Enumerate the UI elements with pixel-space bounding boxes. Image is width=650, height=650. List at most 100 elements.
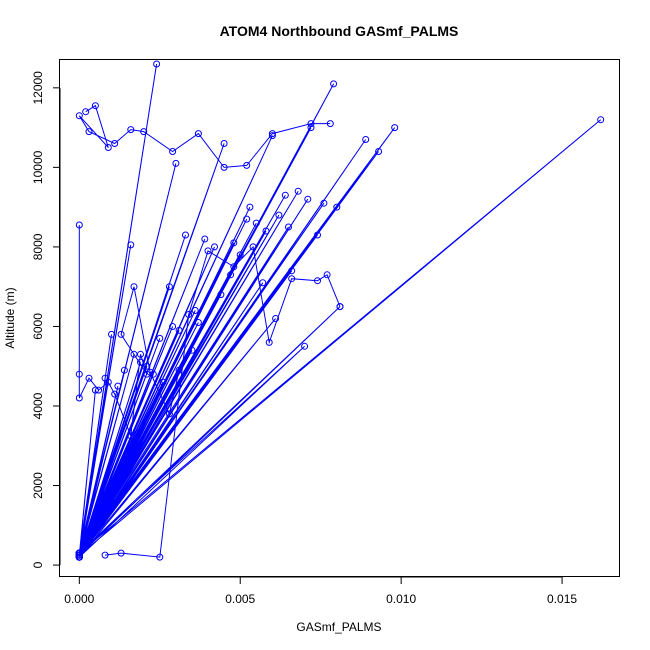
data-point: [326, 120, 334, 128]
data-point: [268, 130, 276, 138]
y-axis-label: Altitude (m): [3, 287, 17, 348]
data-point: [188, 346, 196, 354]
data-point: [101, 551, 109, 559]
data-point: [191, 307, 199, 314]
data-point: [169, 323, 177, 330]
data-point: [243, 161, 251, 169]
y-tick-label: 10000: [31, 150, 45, 184]
data-point: [301, 342, 309, 350]
data-point: [375, 148, 383, 155]
y-tick-label: 6000: [31, 313, 45, 340]
data-point: [75, 370, 83, 378]
data-point: [304, 195, 312, 203]
data-point: [314, 277, 321, 285]
data-point: [130, 283, 138, 291]
y-tick-label: 4000: [31, 392, 45, 419]
data-point: [288, 275, 296, 283]
data-point: [220, 163, 228, 171]
data-point: [133, 430, 141, 438]
data-point: [159, 378, 167, 386]
data-point: [288, 267, 296, 275]
data-point: [275, 211, 283, 219]
x-tick-label: 0.005: [225, 592, 255, 606]
data-point: [165, 283, 173, 291]
series-layer: [75, 60, 605, 561]
data-point: [75, 553, 83, 561]
y-tick-label: 8000: [31, 233, 45, 260]
data-point: [333, 203, 341, 211]
data-point: [307, 124, 315, 132]
data-point: [391, 124, 399, 132]
data-point: [137, 350, 144, 358]
data-point: [194, 130, 202, 138]
data-point: [165, 410, 173, 418]
data-point: [211, 243, 218, 251]
data-point: [230, 263, 238, 271]
data-point: [117, 330, 125, 338]
data-point: [597, 116, 605, 124]
data-point: [175, 326, 183, 334]
x-tick-label: 0.000: [64, 592, 94, 606]
data-point: [307, 120, 315, 128]
data-point: [172, 159, 180, 167]
data-point: [75, 112, 83, 120]
data-point: [114, 382, 122, 390]
y-axis: 0 2000 4000 6000 8000 10000 12000: [31, 71, 61, 568]
data-point: [201, 235, 209, 243]
data-point: [320, 199, 328, 207]
data-point: [227, 271, 235, 279]
data-point: [156, 553, 164, 561]
x-tick-label: 0.010: [386, 592, 416, 606]
data-point: [75, 549, 83, 557]
data-point: [314, 231, 321, 239]
data-point: [194, 319, 202, 326]
data-point: [182, 231, 189, 239]
data-point: [75, 394, 83, 402]
data-point: [272, 315, 280, 322]
data-point: [117, 549, 125, 557]
data-point: [362, 136, 370, 143]
data-point: [127, 241, 135, 249]
data-point: [220, 140, 228, 147]
x-axis: 0.000 0.005 0.010 0.015: [64, 576, 577, 606]
data-point: [217, 291, 225, 299]
data-point: [323, 271, 331, 279]
data-point: [140, 128, 148, 136]
data-point: [262, 227, 270, 235]
data-point: [108, 330, 115, 338]
series-line-4: [105, 245, 341, 558]
data-point: [156, 334, 164, 342]
y-tick-label: 2000: [31, 472, 45, 499]
data-point: [330, 80, 338, 88]
data-point: [259, 279, 267, 287]
data-point: [104, 144, 112, 151]
data-point: [111, 390, 119, 398]
series-line-2: [78, 104, 331, 168]
data-point: [82, 108, 90, 116]
data-point: [243, 215, 251, 223]
data-point: [104, 378, 112, 386]
series-line-1: [78, 63, 602, 558]
x-tick-label: 0.015: [547, 592, 577, 606]
data-point: [236, 251, 244, 259]
data-point: [268, 132, 276, 140]
data-point: [169, 148, 177, 155]
data-point: [95, 386, 103, 394]
data-point: [185, 311, 193, 318]
y-tick-label: 12000: [31, 71, 45, 105]
data-point: [252, 219, 260, 227]
data-point: [91, 102, 99, 110]
chart-title: ATOM4 Northbound GASmf_PALMS: [220, 23, 459, 39]
data-point: [204, 247, 212, 255]
data-point: [285, 223, 292, 231]
data-point: [294, 187, 302, 195]
y-tick-label: 0: [31, 561, 45, 568]
data-point: [246, 203, 254, 211]
data-point: [281, 191, 289, 199]
data-point: [75, 221, 83, 229]
data-point: [249, 243, 257, 251]
plot-area-frame: [59, 59, 620, 577]
x-axis-label: GASmf_PALMS: [296, 620, 381, 634]
data-point: [265, 338, 273, 346]
